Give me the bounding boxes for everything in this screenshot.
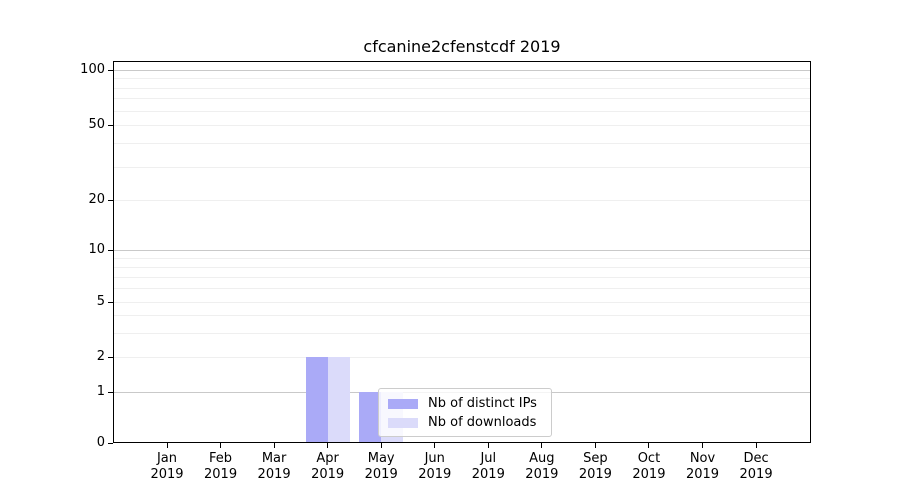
gridline-major bbox=[114, 70, 810, 71]
x-tick-label-year: 2019 bbox=[471, 467, 505, 482]
x-tick-label-month: Sep bbox=[583, 451, 608, 466]
gridline-minor bbox=[114, 257, 810, 259]
x-tick-label: Mar 2019 bbox=[243, 451, 305, 483]
legend-swatch-distinct-ips bbox=[388, 398, 418, 409]
bar bbox=[305, 357, 328, 442]
y-tick-mark bbox=[108, 124, 113, 126]
x-tick-mark bbox=[755, 443, 757, 448]
x-tick-label-month: Aug bbox=[529, 451, 555, 466]
gridline-minor bbox=[114, 200, 810, 201]
legend: Nb of distinct IPs Nb of downloads bbox=[378, 388, 552, 437]
plot-area: Nb of distinct IPs Nb of downloads bbox=[113, 61, 811, 443]
y-tick-mark bbox=[108, 249, 113, 251]
x-tick-mark bbox=[327, 443, 329, 448]
y-tick-label: 0 bbox=[96, 435, 105, 450]
legend-label-distinct-ips: Nb of distinct IPs bbox=[428, 396, 537, 411]
legend-label-downloads: Nb of downloads bbox=[428, 415, 537, 430]
y-tick-mark bbox=[108, 442, 113, 444]
gridline-minor bbox=[114, 357, 810, 358]
x-tick-mark bbox=[648, 443, 650, 448]
x-tick-label-month: Apr bbox=[316, 451, 339, 466]
gridline-minor bbox=[114, 315, 810, 317]
bar bbox=[327, 357, 350, 442]
x-tick-label-year: 2019 bbox=[150, 467, 184, 482]
y-tick-mark bbox=[108, 301, 113, 303]
x-tick-label-month: Mar bbox=[261, 451, 287, 466]
x-tick-label: Oct 2019 bbox=[618, 451, 680, 483]
bar bbox=[359, 392, 382, 442]
x-tick-mark bbox=[594, 443, 596, 448]
gridline-minor bbox=[114, 266, 810, 268]
x-tick-mark bbox=[434, 443, 436, 448]
gridline-minor bbox=[114, 166, 810, 168]
x-tick-label-month: Jul bbox=[480, 451, 497, 466]
y-tick-label: 1 bbox=[96, 384, 105, 399]
legend-entry-distinct-ips: Nb of distinct IPs bbox=[388, 394, 543, 413]
x-tick-mark bbox=[220, 443, 222, 448]
gridline-minor bbox=[114, 125, 810, 126]
y-tick-mark bbox=[108, 356, 113, 358]
y-tick-mark bbox=[108, 69, 113, 71]
gridline-minor bbox=[114, 332, 810, 334]
x-tick-label: May 2019 bbox=[350, 451, 412, 483]
x-tick-label-month: Feb bbox=[209, 451, 233, 466]
x-tick-label-year: 2019 bbox=[632, 467, 666, 482]
x-tick-label: Sep 2019 bbox=[564, 451, 626, 483]
x-tick-label: Jan 2019 bbox=[136, 451, 198, 483]
x-tick-label: Feb 2019 bbox=[190, 451, 252, 483]
y-tick-label: 100 bbox=[80, 62, 105, 77]
gridline-minor bbox=[114, 288, 810, 290]
gridline-minor bbox=[114, 302, 810, 303]
y-tick-label: 20 bbox=[88, 192, 105, 207]
x-tick-mark bbox=[541, 443, 543, 448]
y-tick-label: 10 bbox=[88, 242, 105, 257]
y-tick-mark bbox=[108, 391, 113, 393]
x-tick-label: Aug 2019 bbox=[511, 451, 573, 483]
chart-title: cfcanine2cfenstcdf 2019 bbox=[363, 37, 561, 56]
x-tick-label-year: 2019 bbox=[418, 467, 452, 482]
x-tick-label-year: 2019 bbox=[685, 467, 720, 482]
x-tick-label-month: Jun bbox=[424, 451, 445, 466]
gridline-minor bbox=[114, 276, 810, 278]
x-tick-label-month: Nov bbox=[689, 451, 716, 466]
axes-frame bbox=[113, 61, 811, 443]
x-tick-mark bbox=[380, 443, 382, 448]
x-tick-mark bbox=[273, 443, 275, 448]
gridline-minor bbox=[114, 87, 810, 89]
x-tick-label-year: 2019 bbox=[525, 467, 559, 482]
gridline-minor bbox=[114, 78, 810, 80]
legend-swatch-downloads bbox=[388, 417, 418, 428]
y-tick-label: 2 bbox=[96, 349, 105, 364]
x-tick-label-month: Oct bbox=[637, 451, 661, 466]
gridline-minor bbox=[114, 98, 810, 100]
y-tick-label: 50 bbox=[88, 117, 105, 132]
x-tick-label: Jun 2019 bbox=[404, 451, 466, 483]
x-tick-mark bbox=[487, 443, 489, 448]
x-tick-label-month: Dec bbox=[743, 451, 769, 466]
legend-entry-downloads: Nb of downloads bbox=[388, 413, 543, 432]
gridline-minor bbox=[114, 110, 810, 112]
gridline-major bbox=[114, 250, 810, 251]
x-tick-label: Nov 2019 bbox=[672, 451, 734, 483]
x-tick-label-month: Jan bbox=[156, 451, 178, 466]
x-tick-label-year: 2019 bbox=[257, 467, 291, 482]
x-tick-label: Dec 2019 bbox=[725, 451, 787, 483]
x-tick-label-year: 2019 bbox=[578, 467, 612, 482]
x-tick-label: Jul 2019 bbox=[457, 451, 519, 483]
y-tick-mark bbox=[108, 199, 113, 201]
gridline-minor bbox=[114, 143, 810, 145]
x-tick-label-year: 2019 bbox=[364, 467, 398, 482]
x-tick-label-month: May bbox=[367, 451, 395, 466]
x-tick-mark bbox=[166, 443, 168, 448]
x-tick-label-year: 2019 bbox=[204, 467, 238, 482]
x-tick-label: Apr 2019 bbox=[297, 451, 359, 483]
x-tick-label-year: 2019 bbox=[739, 467, 773, 482]
x-tick-label-year: 2019 bbox=[311, 467, 345, 482]
x-tick-mark bbox=[702, 443, 703, 448]
y-tick-label: 5 bbox=[96, 294, 105, 309]
